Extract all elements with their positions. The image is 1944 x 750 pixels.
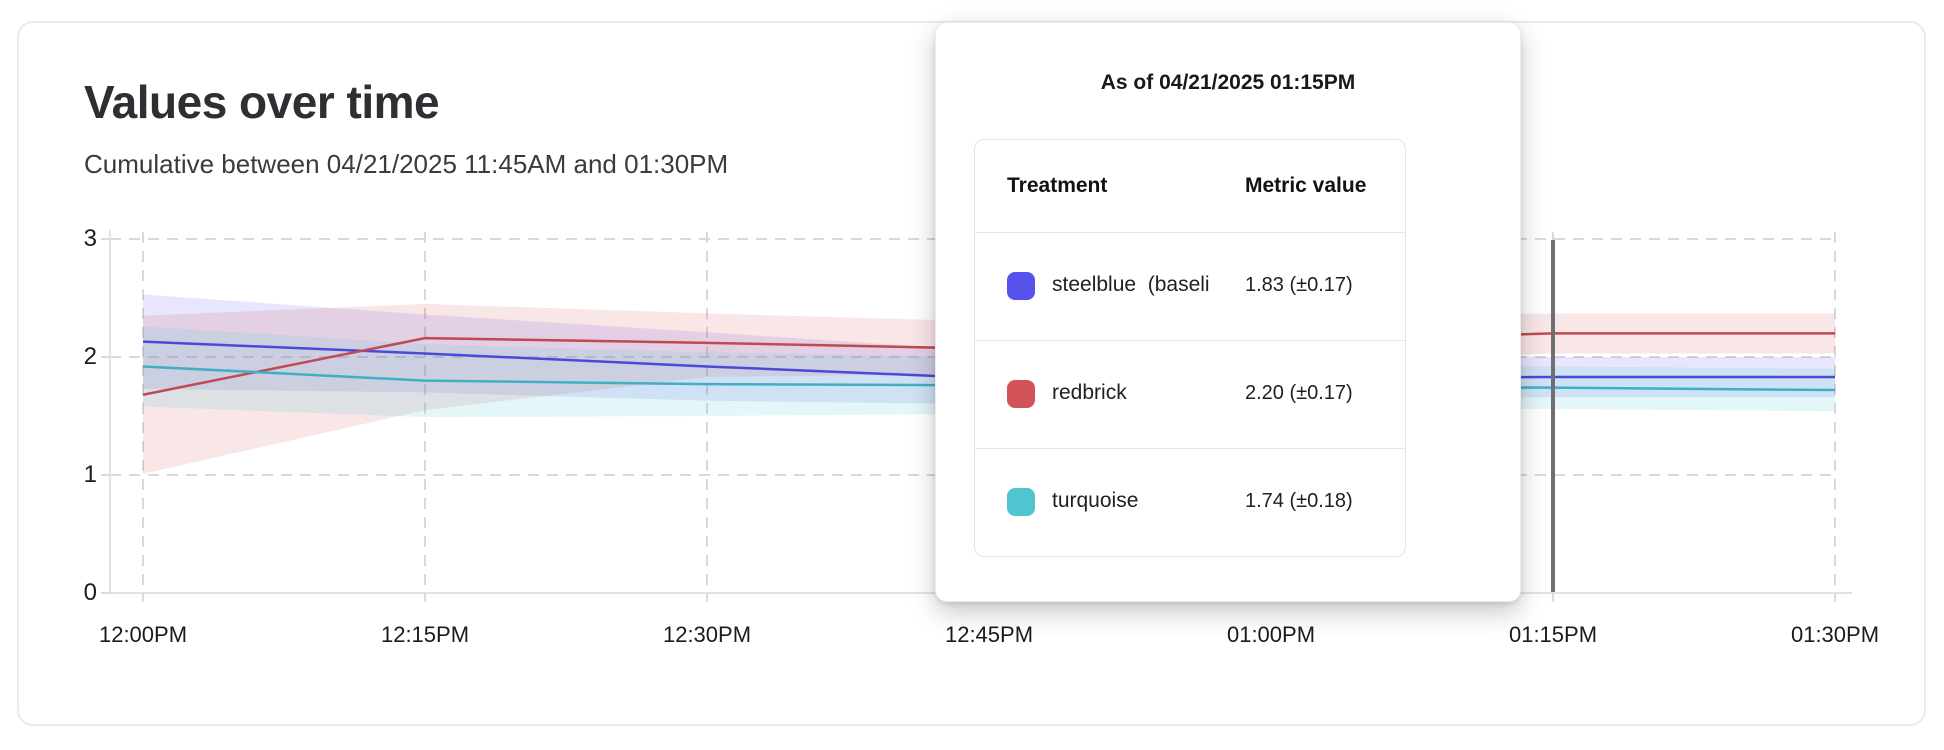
turquoise-swatch-icon bbox=[1007, 488, 1035, 516]
steelblue-swatch-icon bbox=[1007, 272, 1035, 300]
x-tick-label: 12:45PM bbox=[944, 622, 1034, 647]
x-tick-label: 12:15PM bbox=[380, 622, 470, 647]
metric-value-column-header: Metric value bbox=[1245, 174, 1367, 197]
treatment-name: redbrick bbox=[1052, 381, 1127, 404]
metric-value: 1.83 (±0.17) bbox=[1245, 274, 1353, 296]
metric-value: 1.74 (±0.18) bbox=[1245, 490, 1353, 512]
page-title: Values over time bbox=[84, 76, 440, 128]
y-tick-label: 3 bbox=[83, 225, 97, 252]
x-tick-label: 01:15PM bbox=[1508, 622, 1598, 647]
y-tick-label: 1 bbox=[83, 461, 97, 488]
tooltip-table-header: Treatment Metric value bbox=[975, 140, 1405, 232]
table-row: steelblue (baseli 1.83 (±0.17) bbox=[975, 232, 1405, 340]
tooltip-table: Treatment Metric value steelblue (baseli… bbox=[974, 139, 1406, 557]
x-tick-label: 12:00PM bbox=[98, 622, 188, 647]
x-tick-label: 01:30PM bbox=[1790, 622, 1880, 647]
x-tick-label: 01:00PM bbox=[1226, 622, 1316, 647]
metric-value: 2.20 (±0.17) bbox=[1245, 382, 1353, 404]
table-row: redbrick 2.20 (±0.17) bbox=[975, 340, 1405, 448]
y-tick-label: 0 bbox=[83, 579, 97, 606]
redbrick-swatch-icon bbox=[1007, 380, 1035, 408]
page-subtitle: Cumulative between 04/21/2025 11:45AM an… bbox=[84, 149, 729, 179]
treatment-column-header: Treatment bbox=[1007, 174, 1108, 197]
tooltip-title: As of 04/21/2025 01:15PM bbox=[1100, 71, 1356, 94]
table-row: turquoise 1.74 (±0.18) bbox=[975, 448, 1405, 556]
treatment-name: turquoise bbox=[1052, 489, 1139, 512]
treatment-name: steelblue (baseli bbox=[1052, 273, 1210, 296]
x-tick-label: 12:30PM bbox=[662, 622, 752, 647]
y-tick-label: 2 bbox=[83, 343, 97, 370]
hover-tooltip: As of 04/21/2025 01:15PM Treatment Metri… bbox=[935, 22, 1521, 602]
